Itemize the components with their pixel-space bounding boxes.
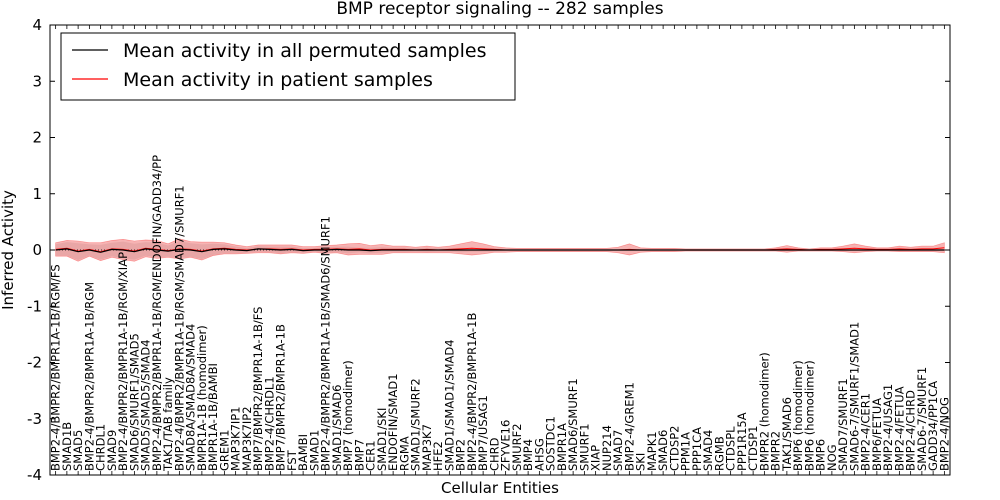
x-tick-label: XIAP [589, 445, 603, 471]
x-tick-label: TAK1/SMAD6 [780, 397, 794, 472]
x-tick-label: SMAD5/SMAD5/SMAD4 [139, 339, 153, 471]
x-tick-label: BMP6 (homodimer) [791, 360, 805, 471]
x-tick-label: CTDSPL [724, 426, 738, 471]
x-tick-label: SMAD1/SKI [375, 408, 389, 471]
x-tick-label: SMAD6/SMURF1/SMAD5 [127, 333, 141, 471]
x-tick-label: CHRD [487, 437, 501, 471]
x-tick-label: FST [285, 449, 299, 471]
x-tick-label: SMAD4 [701, 430, 715, 471]
x-tick-label: BMP2-4/GREM1 [622, 382, 636, 471]
x-tick-label: BMP7/BMPR2/BMPR1A-1B/FS [251, 307, 265, 471]
legend-box [60, 32, 516, 101]
chart-title: BMP receptor signaling -- 282 samples [336, 0, 663, 19]
x-tick-label: SMAD6 [656, 430, 670, 471]
x-tick-label: BMP2-4/BMPR2/BMPR1A-1B/RGM/ENDOFIN/GADD3… [150, 155, 164, 471]
x-tick-label: GADD34/PP1CA [926, 381, 940, 471]
y-tick-label: 0 [32, 241, 42, 259]
x-tick-label: BAMBI [296, 434, 310, 471]
x-tick-label: BMP7 [352, 439, 366, 471]
x-tick-label: BMP2-4/BMPR2/BMPR1A-1B/SMAD6/SMURF1 [319, 216, 333, 471]
x-tick-label: CHRDL1 [94, 424, 108, 471]
x-tick-label: BMPR1A-1B/BAMBI [206, 363, 220, 471]
x-tick-label: BMP7/USAG1 [476, 395, 490, 471]
x-tick-label: SMAD6-7/SMURF1 [915, 367, 929, 471]
x-axis-label: Cellular Entities [441, 479, 559, 497]
x-tick-label: MAP3K7IP1 [229, 406, 243, 471]
x-tick-label: SMAD1/SMURF2 [409, 378, 423, 471]
x-tick-label: CER1 [364, 440, 378, 471]
y-tick-label: -3 [27, 410, 42, 428]
y-tick-label: -2 [27, 354, 42, 372]
x-tick-label: TAK1/TAB family [161, 377, 175, 472]
x-tick-label: RGMB [712, 436, 726, 471]
x-tick-label: SMAD1 [307, 430, 321, 471]
x-tick-label: SMAD6-7/SMURF1/SMAD1 [847, 322, 861, 471]
x-tick-label: PPP1R15A [735, 412, 749, 471]
x-tick-label: SMAD1B [60, 422, 74, 471]
x-tick-label: BMP2-4/CHRD [904, 390, 918, 471]
x-tick-label: BMP2-4/CER1 [859, 393, 873, 471]
x-tick-label: SMAD5 [71, 430, 85, 471]
x-tick-label: HFE2 [431, 441, 445, 471]
x-tick-label: BMP2-4/BMPR2/BMPR1A-1B/RGM/FS [49, 264, 63, 471]
x-tick-label: SOSTDC1 [544, 416, 558, 471]
x-tick-label: MAP3K7 [420, 424, 434, 471]
x-tick-label: BMP2-4/BMPR2/BMPR1A-1B/RGM/XIAP [116, 252, 130, 471]
x-tick-label: BMP2-4/NOG [937, 397, 951, 471]
y-tick-label: 4 [32, 16, 42, 34]
plot-area: -4 -3 -2 -1 0 1 2 3 4 BMP2-4/BMPR2/BMPR1A-1B/RGM/… [27, 16, 951, 484]
legend-label-permuted: Mean activity in all permuted samples [123, 40, 486, 62]
permuted-line [55, 248, 945, 253]
x-tick-label: BMP2-4/CHRDL1 [262, 376, 276, 471]
x-tick-label: SMAD8A/SMAD8A/SMAD4 [184, 324, 198, 471]
x-tick-label: BMPR1A-1B (homodimer) [195, 325, 209, 471]
y-axis-label: Inferred Activity [0, 190, 17, 310]
x-tick-label: BMP2-4/USAG1 [881, 384, 895, 471]
x-tick-label: SMURF2 [510, 423, 524, 471]
x-tick-label: BMP7 (homodimer) [341, 360, 355, 471]
x-tick-label: NUP214 [600, 425, 614, 471]
x-tick-label: PPP1CA [690, 427, 704, 471]
x-tick-label: BMP4 [521, 439, 535, 471]
x-tick-label: MAP3K7IP2 [240, 406, 254, 471]
x-tick-label: AHSG [532, 438, 546, 471]
x-tick-label: BMP2-4/FETUA [892, 386, 906, 471]
x-tick-label: BMP7/BMPR2/BMPR1A-1B [274, 324, 288, 471]
x-tick-label: BMP2-4/BMPR2/BMPR1A-1B [465, 313, 479, 471]
y-tick-label: 2 [32, 129, 42, 147]
x-tick-label: BMPR2 [769, 431, 783, 471]
x-tick-label: SMAD1/SMAD6 [330, 385, 344, 471]
x-tick-label: BMP6/FETUA [870, 398, 884, 471]
x-tick-label: BMP2-4/BMPR2/BMPR1A-1B/RGM/SMAD7/SMURF1 [172, 185, 186, 471]
x-tick-label: SMAD9 [105, 430, 119, 471]
y-tick-label: -4 [27, 466, 42, 484]
x-tick-label: ENDOFIN/SMAD1 [386, 373, 400, 471]
x-tick-label: SMAD7/SMURF1 [836, 378, 850, 471]
y-tick-label: 1 [32, 185, 42, 203]
x-tick-label: SMAD1/SMAD1/SMAD4 [442, 339, 456, 471]
x-tick-label: ZFYVE16 [499, 420, 513, 471]
x-tick-label: GREM1 [217, 430, 231, 471]
x-tick-label: MAPK1 [645, 431, 659, 471]
x-tick-label: SMAD6/SMURF1 [566, 378, 580, 471]
legend: Mean activity in all permuted samples Me… [60, 32, 516, 101]
x-tick-label: RGMA [397, 436, 411, 471]
x-tick-label: BMP2 [454, 439, 468, 471]
y-tick-label: -1 [27, 297, 42, 315]
x-tick-label: BMP2-4/BMPR2/BMPR1A-1B/RGM [82, 282, 96, 471]
x-tick-label: NOG [825, 444, 839, 471]
y-tick-label: 3 [32, 72, 42, 90]
x-tick-label: BMP6 (homodimer) [802, 360, 816, 471]
x-tick-label: BMPR2 (homodimer) [757, 352, 771, 471]
x-tick-label: CTDSP2 [667, 426, 681, 471]
x-tick-label: SMAD7 [611, 430, 625, 471]
x-tick-label: PPM1A [679, 432, 693, 471]
legend-label-patient: Mean activity in patient samples [123, 69, 433, 91]
x-tick-label: CTDSP1 [746, 426, 760, 471]
x-tick-label: SKI [634, 453, 648, 471]
x-tick-label: BMP6 [814, 439, 828, 471]
x-tick-label: SMURF1 [577, 423, 591, 471]
x-tick-label: BMPR1A [555, 423, 569, 471]
